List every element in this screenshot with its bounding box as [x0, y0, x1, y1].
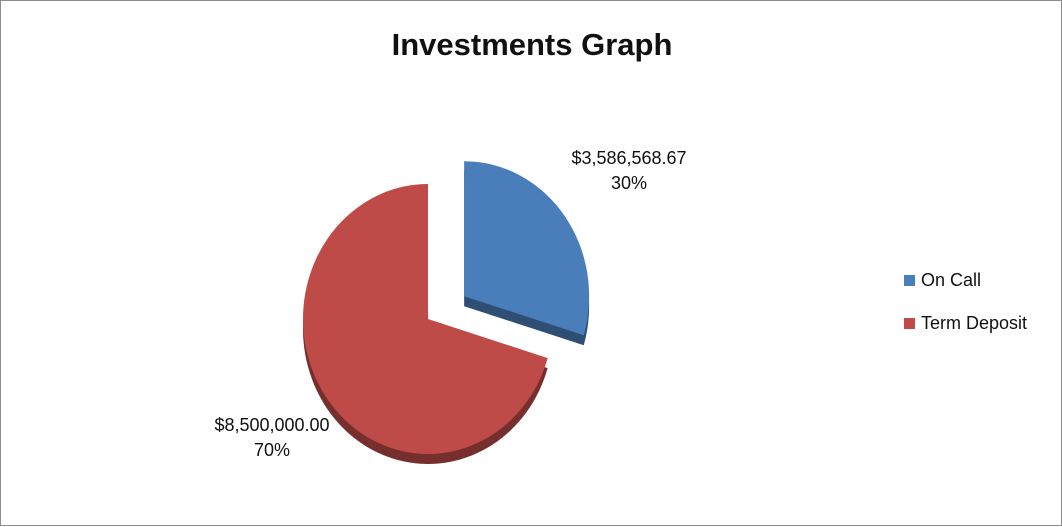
data-label-on-call-value: $3,586,568.67	[571, 148, 687, 168]
pie-slice-term-deposit	[303, 184, 548, 455]
legend-swatch-on-call	[904, 274, 915, 286]
legend-label-on-call: On Call	[921, 269, 982, 290]
legend-item-term-deposit: Term Deposit	[904, 312, 1027, 334]
data-label-term-deposit-percent: 70%	[253, 440, 291, 460]
data-label-term-deposit: $8,500,000.00 70%	[187, 413, 357, 463]
data-label-on-call: $3,586,568.67 30%	[559, 146, 699, 196]
chart-title: Investments Graph	[391, 27, 673, 62]
legend-item-on-call: On Call	[904, 269, 1027, 291]
data-label-on-call-percent: 30%	[610, 173, 648, 193]
data-label-term-deposit-value: $8,500,000.00	[214, 415, 330, 435]
pie-slice-on-call	[464, 161, 590, 336]
legend-label-term-deposit: Term Deposit	[921, 312, 1028, 333]
legend-swatch-term-deposit	[904, 317, 915, 329]
chart-legend: On Call Term Deposit	[904, 269, 1027, 355]
